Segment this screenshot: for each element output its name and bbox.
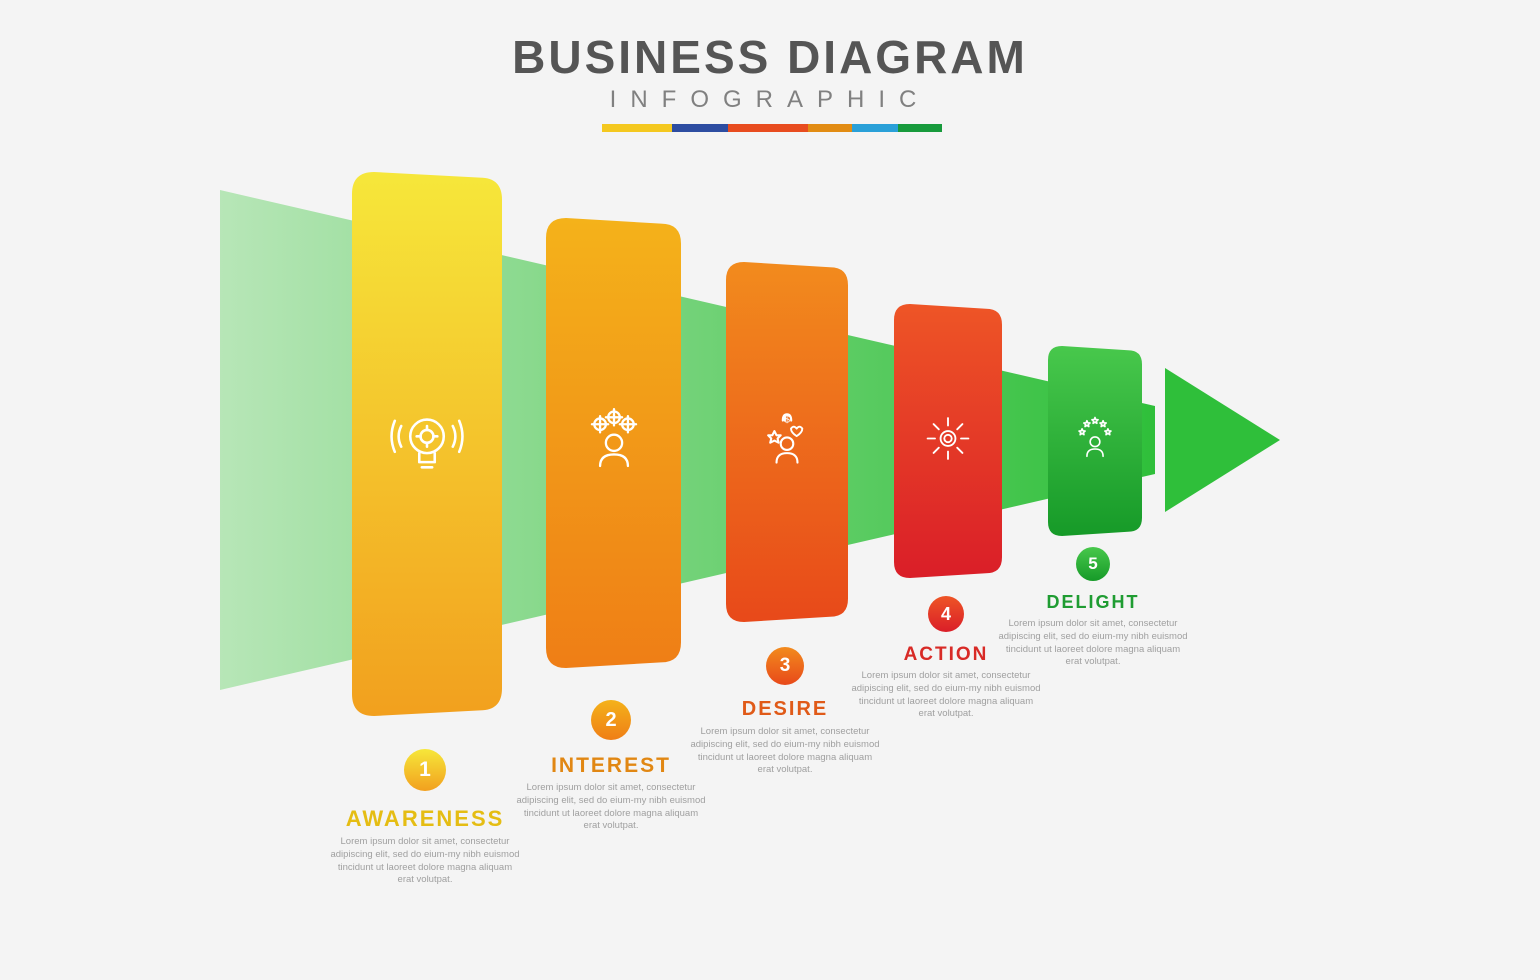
- person-star-heart-icon-wrap: $: [753, 406, 820, 478]
- person-gears-icon: [576, 403, 650, 477]
- person-stars-icon: [1069, 413, 1121, 465]
- lightbulb-icon-wrap: [386, 400, 469, 488]
- stage-badge-number: 4: [941, 604, 951, 625]
- stage-desc-interest: Lorem ipsum dolor sit amet, consectetur …: [516, 782, 706, 833]
- stage-label-delight: DELIGHT: [973, 592, 1213, 613]
- svg-text:$: $: [784, 415, 790, 426]
- stage-desc-delight: Lorem ipsum dolor sit amet, consectetur …: [998, 618, 1188, 669]
- infographic-stage: BUSINESS DIAGRAMINFOGRAPHIC1AWARENESSLor…: [0, 0, 1540, 980]
- stage-badge-action: 4: [928, 596, 964, 632]
- target-spark-icon-wrap: [918, 409, 977, 473]
- stage-desc-action: Lorem ipsum dolor sit amet, consectetur …: [851, 670, 1041, 721]
- stage-badge-number: 1: [419, 758, 431, 782]
- person-stars-icon-wrap: [1069, 413, 1121, 470]
- stage-badge-number: 2: [605, 709, 616, 732]
- stage-badge-number: 3: [780, 655, 791, 677]
- stage-badge-desire: 3: [766, 647, 804, 685]
- stage-badge-delight: 5: [1076, 547, 1110, 581]
- person-gears-icon-wrap: [576, 403, 650, 482]
- stage-desc-desire: Lorem ipsum dolor sit amet, consectetur …: [690, 726, 880, 777]
- stage-badge-interest: 2: [591, 700, 631, 740]
- stage-desc-awareness: Lorem ipsum dolor sit amet, consectetur …: [330, 836, 520, 887]
- stage-badge-awareness: 1: [404, 749, 446, 791]
- stage-badge-number: 5: [1088, 554, 1097, 574]
- target-spark-icon: [918, 409, 977, 468]
- lightbulb-icon: [386, 400, 469, 483]
- stage-label-awareness: AWARENESS: [305, 806, 545, 832]
- person-star-heart-icon: $: [753, 406, 820, 473]
